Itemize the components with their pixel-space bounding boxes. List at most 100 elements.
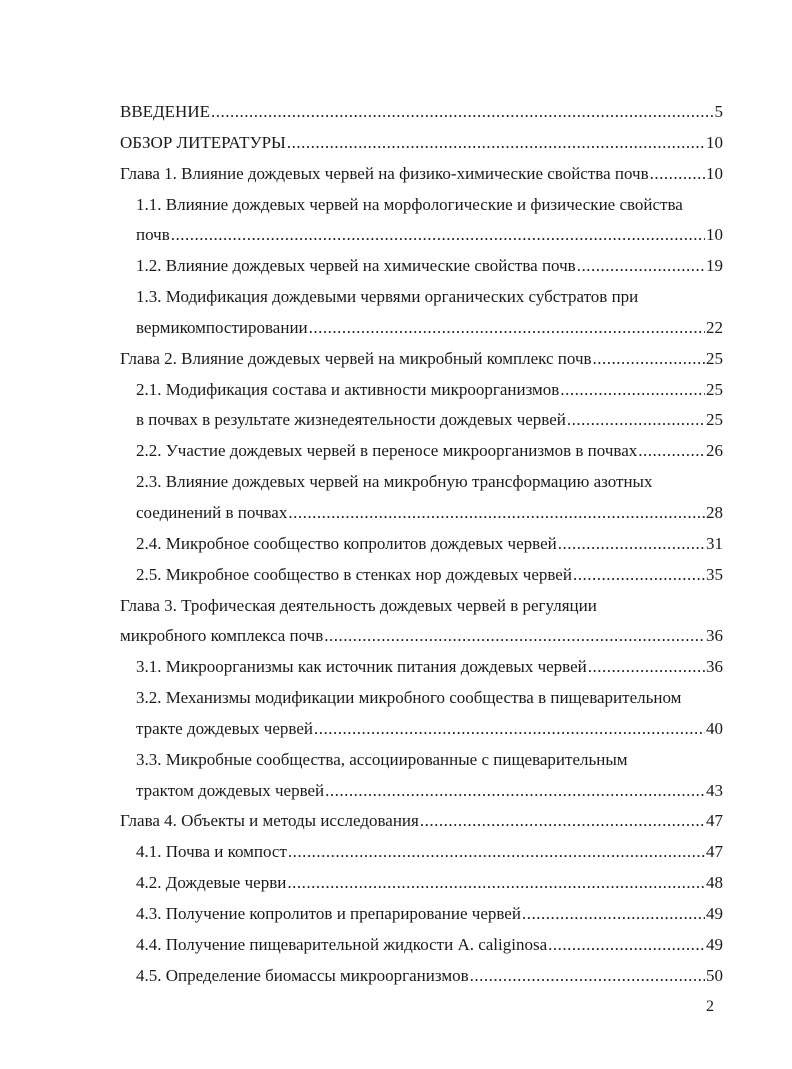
- toc-entry-title: 1.1. Влияние дождевых червей на морфолог…: [136, 194, 683, 214]
- dot-leader: [558, 529, 705, 560]
- toc-entry-title: Глава 2. Влияние дождевых червей на микр…: [120, 348, 592, 368]
- toc-entry-title: 2.4. Микробное сообщество копролитов дож…: [136, 533, 557, 553]
- dot-leader: [560, 375, 705, 406]
- toc-page-number: 25: [706, 410, 723, 430]
- dot-leader: [522, 899, 705, 930]
- toc-entry: в почвах в результате жизнедеятельности …: [120, 405, 723, 436]
- page-number: 2: [706, 998, 714, 1015]
- toc-page-number: 19: [706, 256, 723, 276]
- toc-entry: ВВЕДЕНИЕ 5: [120, 97, 723, 128]
- dot-leader: [288, 837, 705, 868]
- toc-entry-line: Глава 3. Трофическая деятельность дождев…: [120, 591, 723, 622]
- toc-entry: 4.5. Определение биомассы микроорганизмо…: [120, 961, 723, 992]
- dot-leader: [211, 97, 714, 128]
- toc-entry-title: ОБЗОР ЛИТЕРАТУРЫ: [120, 132, 286, 152]
- toc-entry: Глава 4. Объекты и методы исследования 47: [120, 806, 723, 837]
- toc-entry: ОБЗОР ЛИТЕРАТУРЫ 10: [120, 128, 723, 159]
- toc-page-number: 36: [706, 626, 723, 646]
- toc-entry-title: 4.1. Почва и компост: [136, 842, 287, 862]
- toc-page-number: 26: [706, 441, 723, 461]
- toc-entry-line: 3.3. Микробные сообщества, ассоциированн…: [120, 745, 723, 776]
- dot-leader: [287, 868, 705, 899]
- toc-entry-title: в почвах в результате жизнедеятельности …: [136, 410, 566, 430]
- toc-page-number: 25: [706, 348, 723, 368]
- toc-entry-title: 3.1. Микроорганизмы как источник питания…: [136, 657, 587, 677]
- dot-leader: [325, 776, 705, 807]
- toc-entry-title: ВВЕДЕНИЕ: [120, 102, 210, 121]
- toc-page-number: 22: [706, 317, 723, 337]
- dot-leader: [567, 405, 705, 436]
- toc-entry-title: Глава 3. Трофическая деятельность дождев…: [120, 595, 597, 615]
- toc-page-number: 25: [706, 379, 723, 399]
- toc-entry: соединений в почвах 28: [120, 498, 723, 529]
- toc-entry-title-continued: соединений в почвах: [136, 502, 288, 522]
- dot-leader: [593, 344, 705, 375]
- toc-entry-title: 2.3. Влияние дождевых червей на микробну…: [136, 472, 653, 492]
- toc-page-number: 49: [706, 934, 723, 954]
- toc-entry-title: 2.2. Участие дождевых червей в переносе …: [136, 441, 638, 461]
- toc-entry-line: 1.3. Модификация дождевыми червями орган…: [120, 282, 723, 313]
- dot-leader: [287, 128, 705, 159]
- toc-entry-line: 2.3. Влияние дождевых червей на микробну…: [120, 467, 723, 498]
- toc-entry: вермикомпостировании 22: [120, 313, 723, 344]
- toc-entry-title: 2.5. Микробное сообщество в стенках нор …: [136, 564, 572, 584]
- toc-entry: 4.2. Дождевые черви 48: [120, 868, 723, 899]
- toc-entry: 2.1. Модификация состава и активности ми…: [120, 375, 723, 406]
- dot-leader: [171, 220, 705, 251]
- dot-leader: [573, 560, 705, 591]
- dot-leader: [288, 498, 705, 529]
- dot-leader: [309, 313, 705, 344]
- toc-entry-title: 4.5. Определение биомассы микроорганизмо…: [136, 965, 469, 985]
- toc-page-number: 10: [706, 163, 723, 183]
- toc-page-number: 43: [706, 780, 723, 800]
- toc-entry-title: Глава 4. Объекты и методы исследования: [120, 811, 419, 831]
- toc-entry-title: 3.3. Микробные сообщества, ассоциированн…: [136, 749, 628, 769]
- toc-entry: почв 10: [120, 220, 723, 251]
- toc-entry-title: 1.3. Модификация дождевыми червями орган…: [136, 287, 639, 307]
- dot-leader: [548, 930, 705, 961]
- toc-entry-title-continued: вермикомпостировании: [136, 317, 308, 337]
- toc-entry-title-continued: тракте дождевых червей: [136, 718, 313, 738]
- dot-leader: [650, 159, 705, 190]
- toc-page-number: 35: [706, 564, 723, 584]
- toc-entry-title: 1.2. Влияние дождевых червей на химическ…: [136, 256, 576, 276]
- dot-leader: [324, 621, 705, 652]
- toc-page-number: 28: [706, 502, 723, 522]
- toc-page-number: 47: [706, 842, 723, 862]
- toc-entry: Глава 2. Влияние дождевых червей на микр…: [120, 344, 723, 375]
- toc-entry: микробного комплекса почв 36: [120, 621, 723, 652]
- toc-entry-title: Глава 1. Влияние дождевых червей на физи…: [120, 163, 649, 183]
- toc-page-number: 49: [706, 903, 723, 923]
- dot-leader: [577, 251, 705, 282]
- toc-entry-title-continued: трактом дождевых червей: [136, 780, 325, 800]
- dot-leader: [420, 806, 705, 837]
- dot-leader: [588, 652, 705, 683]
- toc-entry-title: 4.3. Получение копролитов и препарирован…: [136, 903, 521, 923]
- dot-leader: [470, 961, 705, 992]
- toc-entry: 4.1. Почва и компост 47: [120, 837, 723, 868]
- toc-entry: 4.4. Получение пищеварительной жидкости …: [120, 930, 723, 961]
- toc-entry-title-continued: почв: [136, 225, 170, 245]
- toc-entry: тракте дождевых червей 40: [120, 714, 723, 745]
- toc-entry-line: 1.1. Влияние дождевых червей на морфолог…: [120, 190, 723, 221]
- toc-page-number: 36: [706, 657, 723, 677]
- toc-entry-line: 3.2. Механизмы модификации микробного со…: [120, 683, 723, 714]
- dot-leader: [314, 714, 705, 745]
- toc-entry: 1.2. Влияние дождевых червей на химическ…: [120, 251, 723, 282]
- toc-entry-title: 3.2. Механизмы модификации микробного со…: [136, 688, 682, 708]
- toc-entry-title: 4.4. Получение пищеварительной жидкости …: [136, 934, 548, 954]
- toc-page-number: 40: [706, 718, 723, 738]
- toc-page-number: 50: [706, 965, 723, 985]
- toc-entry: Глава 1. Влияние дождевых червей на физи…: [120, 159, 723, 190]
- table-of-contents: ВВЕДЕНИЕ 5 ОБЗОР ЛИТЕРАТУРЫ 10 Глава 1. Влия…: [120, 97, 723, 991]
- toc-page-number: 48: [706, 873, 723, 893]
- toc-entry: 2.5. Микробное сообщество в стенках нор …: [120, 560, 723, 591]
- toc-page-number: 10: [706, 132, 723, 152]
- toc-page-number: 5: [714, 102, 724, 121]
- toc-page-number: 47: [706, 811, 723, 831]
- toc-entry: 2.2. Участие дождевых червей в переносе …: [120, 436, 723, 467]
- toc-page-number: 31: [706, 533, 723, 553]
- dot-leader: [638, 436, 705, 467]
- toc-entry-title: 2.1. Модификация состава и активности ми…: [136, 379, 560, 399]
- toc-entry-title: 4.2. Дождевые черви: [136, 873, 287, 893]
